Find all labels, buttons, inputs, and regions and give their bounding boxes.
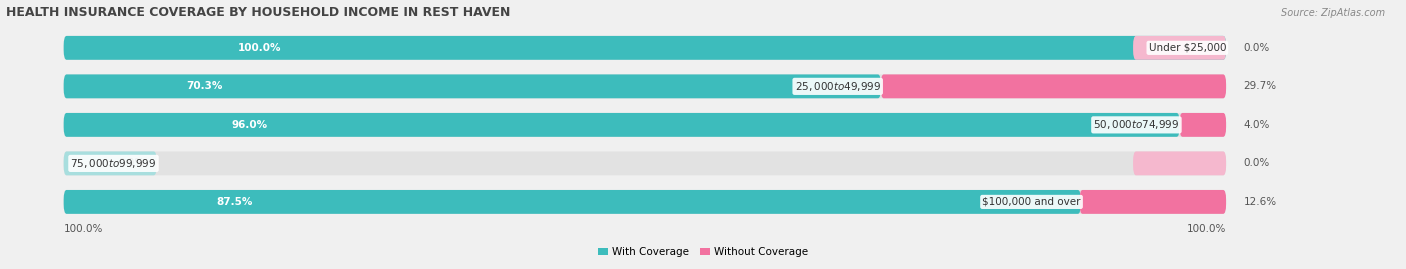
Text: 100.0%: 100.0%	[63, 224, 103, 234]
FancyBboxPatch shape	[1080, 190, 1226, 214]
FancyBboxPatch shape	[63, 36, 1226, 60]
Text: $75,000 to $99,999: $75,000 to $99,999	[70, 157, 156, 170]
Text: 4.0%: 4.0%	[1243, 120, 1270, 130]
FancyBboxPatch shape	[63, 36, 1226, 60]
FancyBboxPatch shape	[1133, 151, 1226, 175]
Text: HEALTH INSURANCE COVERAGE BY HOUSEHOLD INCOME IN REST HAVEN: HEALTH INSURANCE COVERAGE BY HOUSEHOLD I…	[6, 6, 510, 19]
FancyBboxPatch shape	[63, 151, 156, 175]
Text: 100.0%: 100.0%	[238, 43, 281, 53]
Legend: With Coverage, Without Coverage: With Coverage, Without Coverage	[593, 243, 813, 261]
Text: 0.0%: 0.0%	[1243, 43, 1270, 53]
FancyBboxPatch shape	[63, 75, 880, 98]
FancyBboxPatch shape	[63, 151, 1226, 175]
FancyBboxPatch shape	[63, 113, 1180, 137]
Text: Under $25,000: Under $25,000	[1149, 43, 1226, 53]
FancyBboxPatch shape	[880, 75, 1226, 98]
FancyBboxPatch shape	[63, 75, 1226, 98]
Text: 87.5%: 87.5%	[217, 197, 253, 207]
Text: $100,000 and over: $100,000 and over	[983, 197, 1081, 207]
Text: 96.0%: 96.0%	[231, 120, 267, 130]
Text: $50,000 to $74,999: $50,000 to $74,999	[1094, 118, 1180, 131]
Text: 0.0%: 0.0%	[1243, 158, 1270, 168]
FancyBboxPatch shape	[63, 190, 1226, 214]
Text: 12.6%: 12.6%	[1243, 197, 1277, 207]
FancyBboxPatch shape	[63, 113, 1226, 137]
Text: $25,000 to $49,999: $25,000 to $49,999	[794, 80, 880, 93]
Text: 29.7%: 29.7%	[1243, 81, 1277, 91]
Text: Source: ZipAtlas.com: Source: ZipAtlas.com	[1281, 8, 1385, 18]
FancyBboxPatch shape	[63, 190, 1081, 214]
Text: 100.0%: 100.0%	[1187, 224, 1226, 234]
FancyBboxPatch shape	[1133, 36, 1226, 60]
Text: 70.3%: 70.3%	[186, 81, 222, 91]
FancyBboxPatch shape	[1180, 113, 1226, 137]
Text: 0.0%: 0.0%	[118, 158, 145, 168]
